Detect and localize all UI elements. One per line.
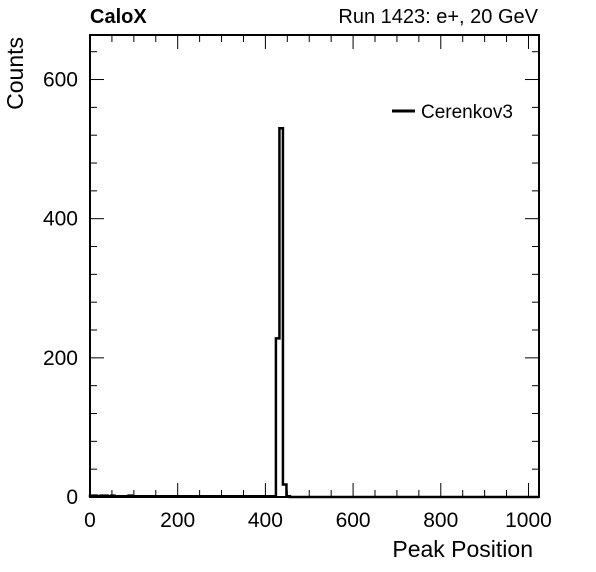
y-tick-label: 400: [43, 208, 78, 231]
x-axis-title: Peak Position: [392, 536, 533, 562]
legend-label: Cerenkov3: [421, 102, 513, 123]
x-tick-label: 400: [248, 509, 283, 532]
y-axis-title: Counts: [2, 37, 28, 110]
x-tick-label: 600: [336, 509, 371, 532]
x-tick-label: 0: [84, 509, 96, 532]
x-tick-label: 1000: [505, 509, 552, 532]
x-tick-label: 800: [423, 509, 458, 532]
y-tick-label: 0: [66, 486, 78, 509]
brand-label: CaloX: [90, 6, 147, 28]
x-tick-label: 200: [160, 509, 195, 532]
y-tick-label: 200: [43, 347, 78, 370]
y-tick-label: 600: [43, 69, 78, 92]
histogram-line-0: [88, 126, 539, 499]
run-info-label: Run 1423: e+, 20 GeV: [338, 6, 538, 28]
